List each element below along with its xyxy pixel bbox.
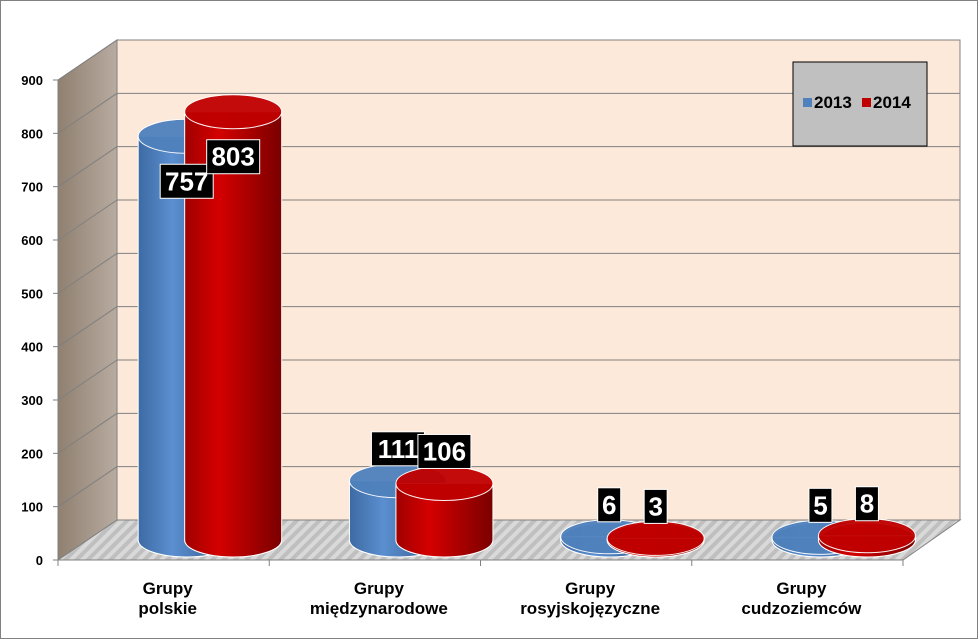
category-label: międzynarodowe bbox=[310, 599, 448, 618]
y-tick-label: 200 bbox=[21, 446, 43, 461]
data-label-text: 8 bbox=[860, 489, 874, 519]
legend-label: 2014 bbox=[873, 93, 911, 112]
data-label-box bbox=[417, 433, 472, 469]
data-label: 5 bbox=[808, 487, 833, 523]
y-tick-label: 500 bbox=[21, 286, 43, 301]
data-label-box bbox=[597, 487, 622, 523]
data-label-box bbox=[808, 487, 833, 523]
category-label: Grupy bbox=[354, 579, 405, 598]
bar-body bbox=[395, 482, 494, 558]
data-label-text: 757 bbox=[165, 166, 208, 196]
y-tick-label: 400 bbox=[21, 340, 43, 355]
data-label-text: 803 bbox=[211, 142, 254, 172]
legend-swatch bbox=[862, 98, 871, 107]
x-axis-labels: GrupypolskieGrupymiędzynarodoweGrupyrosy… bbox=[138, 579, 862, 618]
y-tick-label: 600 bbox=[21, 233, 43, 248]
y-axis: 0 100 200 300 400 500 600 700 800 900 bbox=[21, 73, 904, 568]
category-label: Grupy bbox=[565, 579, 616, 598]
legend-swatch bbox=[803, 98, 812, 107]
data-label: 8 bbox=[854, 486, 879, 522]
data-label-text: 111 bbox=[378, 434, 419, 464]
data-label-box bbox=[370, 431, 425, 467]
bar-top bbox=[184, 94, 283, 130]
data-label: 6 bbox=[597, 487, 622, 523]
gridline-side bbox=[57, 306, 118, 348]
y-tick-label: 800 bbox=[21, 126, 43, 141]
y-tick-label: 900 bbox=[21, 73, 43, 88]
bar bbox=[606, 520, 705, 558]
data-label-text: 6 bbox=[602, 490, 616, 520]
bar bbox=[817, 518, 916, 558]
bar bbox=[184, 94, 283, 558]
y-tick-label: 0 bbox=[36, 553, 43, 568]
data-label-text: 106 bbox=[423, 436, 466, 466]
category-label: Grupy bbox=[776, 579, 827, 598]
category-label: polskie bbox=[138, 599, 197, 618]
data-label-box bbox=[159, 163, 214, 199]
legend-label: 2013 bbox=[814, 93, 852, 112]
gridline-side bbox=[57, 92, 118, 134]
side-wall bbox=[57, 39, 118, 561]
chart-walls bbox=[56, 39, 962, 561]
category-label: cudzoziemców bbox=[741, 599, 862, 618]
bar-top bbox=[606, 520, 705, 556]
gridline-side bbox=[57, 146, 118, 188]
data-label: 106 bbox=[417, 433, 472, 469]
legend-item: 2014 bbox=[862, 93, 911, 112]
bar-top bbox=[395, 465, 494, 501]
gridline-side bbox=[57, 252, 118, 294]
bar-top bbox=[817, 518, 916, 554]
data-label-text: 3 bbox=[648, 491, 662, 521]
data-label-box bbox=[854, 486, 879, 522]
y-tick-label: 100 bbox=[21, 500, 43, 515]
bar-body bbox=[184, 111, 283, 558]
legend-box bbox=[792, 61, 928, 147]
legend-item: 2013 bbox=[803, 93, 852, 112]
data-label-box bbox=[643, 488, 668, 524]
legend: 2013 2014 bbox=[792, 61, 928, 147]
bar bbox=[395, 465, 494, 558]
y-tick-label: 300 bbox=[21, 393, 43, 408]
y-tick-label: 700 bbox=[21, 180, 43, 195]
bars bbox=[137, 94, 916, 558]
data-label: 3 bbox=[643, 488, 668, 524]
data-label: 757 bbox=[159, 163, 214, 199]
gridline-side bbox=[57, 466, 118, 508]
data-label-text: 5 bbox=[813, 490, 827, 520]
gridline-side bbox=[57, 39, 118, 81]
data-label-box bbox=[206, 139, 261, 175]
gridline-side bbox=[57, 359, 118, 401]
category-label: Grupy bbox=[143, 579, 194, 598]
category-label: rosyjskojęzyczne bbox=[520, 599, 660, 618]
gridline-side bbox=[57, 412, 118, 454]
gridline-side bbox=[57, 199, 118, 241]
data-label: 111 bbox=[370, 431, 425, 467]
data-label: 803 bbox=[206, 139, 261, 175]
